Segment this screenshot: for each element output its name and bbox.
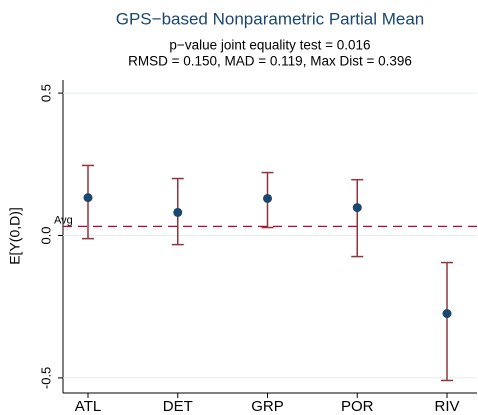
subtitle: p−value joint equality test = 0.016 bbox=[169, 38, 370, 53]
point bbox=[83, 193, 93, 203]
subtitle: RMSD = 0.150, MAD = 0.119, Max Dist = 0.… bbox=[128, 54, 412, 69]
y-tick-label: 0.0 bbox=[38, 226, 53, 244]
x-tick-label: GRP bbox=[251, 398, 284, 415]
point bbox=[173, 207, 183, 217]
x-tick-label: POR bbox=[341, 398, 374, 415]
y-axis-label: E[Y(0,D)] bbox=[7, 207, 23, 265]
x-tick-label: RIV bbox=[434, 398, 459, 415]
chart-title: GPS−based Nonparametric Partial Mean bbox=[116, 9, 425, 28]
y-tick-label: 0.5 bbox=[38, 84, 53, 102]
y-tick-label: -0.5 bbox=[38, 367, 53, 389]
point bbox=[442, 309, 452, 319]
point bbox=[263, 193, 272, 203]
x-tick-label: DET bbox=[163, 398, 193, 415]
point bbox=[352, 203, 362, 213]
x-tick-label: ATL bbox=[75, 398, 101, 415]
reference-label: Avg bbox=[54, 214, 73, 226]
